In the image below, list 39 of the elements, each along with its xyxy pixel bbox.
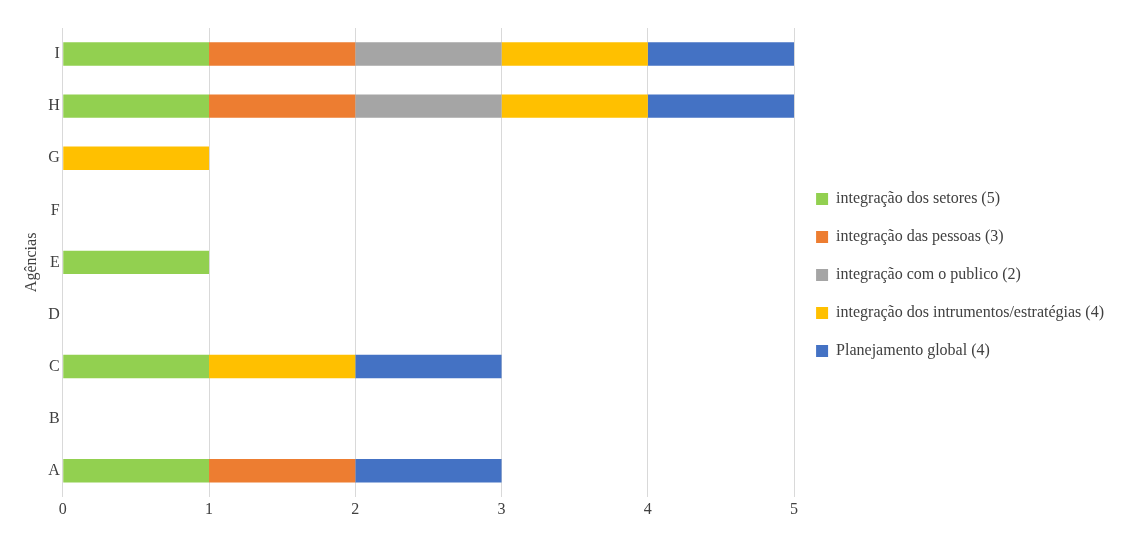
x-tick-label: 0 [58, 499, 67, 517]
bar [647, 94, 795, 118]
bar [501, 94, 648, 118]
bar [209, 354, 356, 379]
y-tick-label: I [54, 44, 60, 62]
y-tick-label: E [49, 252, 60, 270]
bar [355, 42, 502, 66]
bar [355, 459, 502, 483]
y-tick-label: H [48, 96, 61, 114]
x-tick-label: 3 [497, 499, 506, 517]
legend-label: integração dos intrumentos/estratégias (4) [836, 303, 1105, 322]
bar [63, 94, 210, 118]
bar [355, 94, 502, 118]
legend-label: integração dos setores (5) [836, 189, 1001, 208]
y-tick-label: F [50, 200, 60, 218]
y-tick-label: G [48, 148, 61, 166]
bar [63, 354, 210, 379]
bar [355, 354, 502, 379]
x-tick-label: 2 [351, 499, 360, 517]
legend-label: Planejamento global (4) [836, 341, 990, 360]
legend-label: integração das pessoas (3) [836, 227, 1004, 246]
bar [209, 94, 356, 118]
bar [501, 42, 648, 66]
legend-label: integração com o publico (2) [836, 265, 1021, 284]
bar [63, 42, 210, 66]
y-tick-label: C [49, 356, 60, 374]
y-tick-label: D [48, 304, 60, 322]
bar [63, 146, 210, 170]
bar [63, 250, 210, 275]
x-tick-label: 4 [643, 499, 652, 517]
y-axis-title: Agências [21, 232, 40, 293]
y-tick-label: B [49, 408, 60, 426]
bar [209, 459, 356, 483]
y-tick-label: A [48, 460, 61, 478]
bar [63, 459, 210, 483]
x-tick-label: 1 [205, 499, 214, 517]
x-tick-label: 5 [790, 499, 799, 517]
bar [647, 42, 795, 66]
bar [209, 42, 356, 66]
